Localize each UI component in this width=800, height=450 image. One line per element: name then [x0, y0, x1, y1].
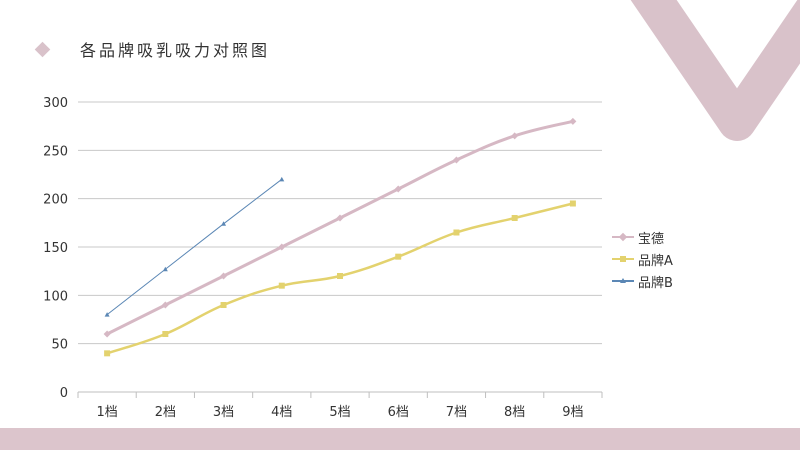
legend-swatch [612, 254, 634, 264]
series-2 [104, 200, 576, 357]
data-point [220, 272, 228, 280]
y-tick-label: 150 [43, 241, 68, 256]
x-tick-label: 9档 [562, 405, 583, 420]
data-point [569, 117, 577, 125]
series-line [106, 178, 283, 316]
x-tick-label: 5档 [329, 405, 350, 420]
data-point [453, 229, 460, 236]
data-point [511, 132, 519, 140]
y-tick-label: 50 [51, 338, 68, 353]
x-tick-label: 8档 [504, 405, 525, 420]
y-tick-label: 300 [43, 96, 68, 111]
data-point [104, 350, 111, 357]
data-point [278, 282, 285, 289]
legend-label: 品牌A [638, 253, 673, 269]
data-point [161, 301, 169, 309]
data-point [162, 331, 169, 337]
legend-marker [620, 278, 626, 283]
title-block: 各品牌吸乳吸力对照图 [34, 37, 271, 61]
y-tick-label: 100 [43, 289, 68, 304]
data-point [394, 185, 402, 193]
page-title: 各品牌吸乳吸力对照图 [80, 41, 271, 60]
data-point [337, 273, 343, 279]
chart-legend: 宝德品牌A 品牌B [612, 226, 673, 292]
data-point [278, 243, 286, 251]
bottom-band [0, 428, 800, 450]
data-point [279, 176, 285, 182]
legend-label: 宝德 [638, 231, 665, 247]
x-tick-label: 6档 [388, 405, 409, 420]
data-point [103, 330, 111, 338]
data-point [162, 266, 168, 272]
data-point [104, 312, 110, 317]
y-tick-label: 200 [43, 193, 68, 208]
legend-item: 宝德 [612, 226, 673, 248]
data-point [511, 215, 518, 221]
x-tick-label: 2档 [155, 405, 176, 420]
legend-swatch [612, 276, 634, 286]
data-point [221, 221, 227, 226]
series-1 [103, 117, 577, 338]
y-tick-label: 250 [43, 144, 68, 159]
data-point [395, 253, 402, 260]
data-point [569, 200, 576, 207]
series-3 [104, 176, 285, 317]
x-tick-label: 7档 [446, 405, 467, 420]
legend-swatch [612, 232, 634, 242]
legend-item: 品牌A [612, 248, 673, 270]
legend-marker [620, 256, 626, 262]
legend-label: 品牌B [638, 275, 673, 291]
data-point [452, 156, 460, 164]
series-line [105, 119, 575, 336]
legend-item: 品牌B [612, 270, 673, 292]
x-tick-label: 4档 [271, 405, 292, 420]
x-tick-label: 1档 [96, 405, 117, 420]
x-tick-label: 3档 [213, 405, 234, 420]
data-point [336, 214, 344, 222]
legend-marker [618, 232, 628, 242]
data-point [220, 302, 227, 308]
y-tick-label: 0 [60, 386, 68, 401]
